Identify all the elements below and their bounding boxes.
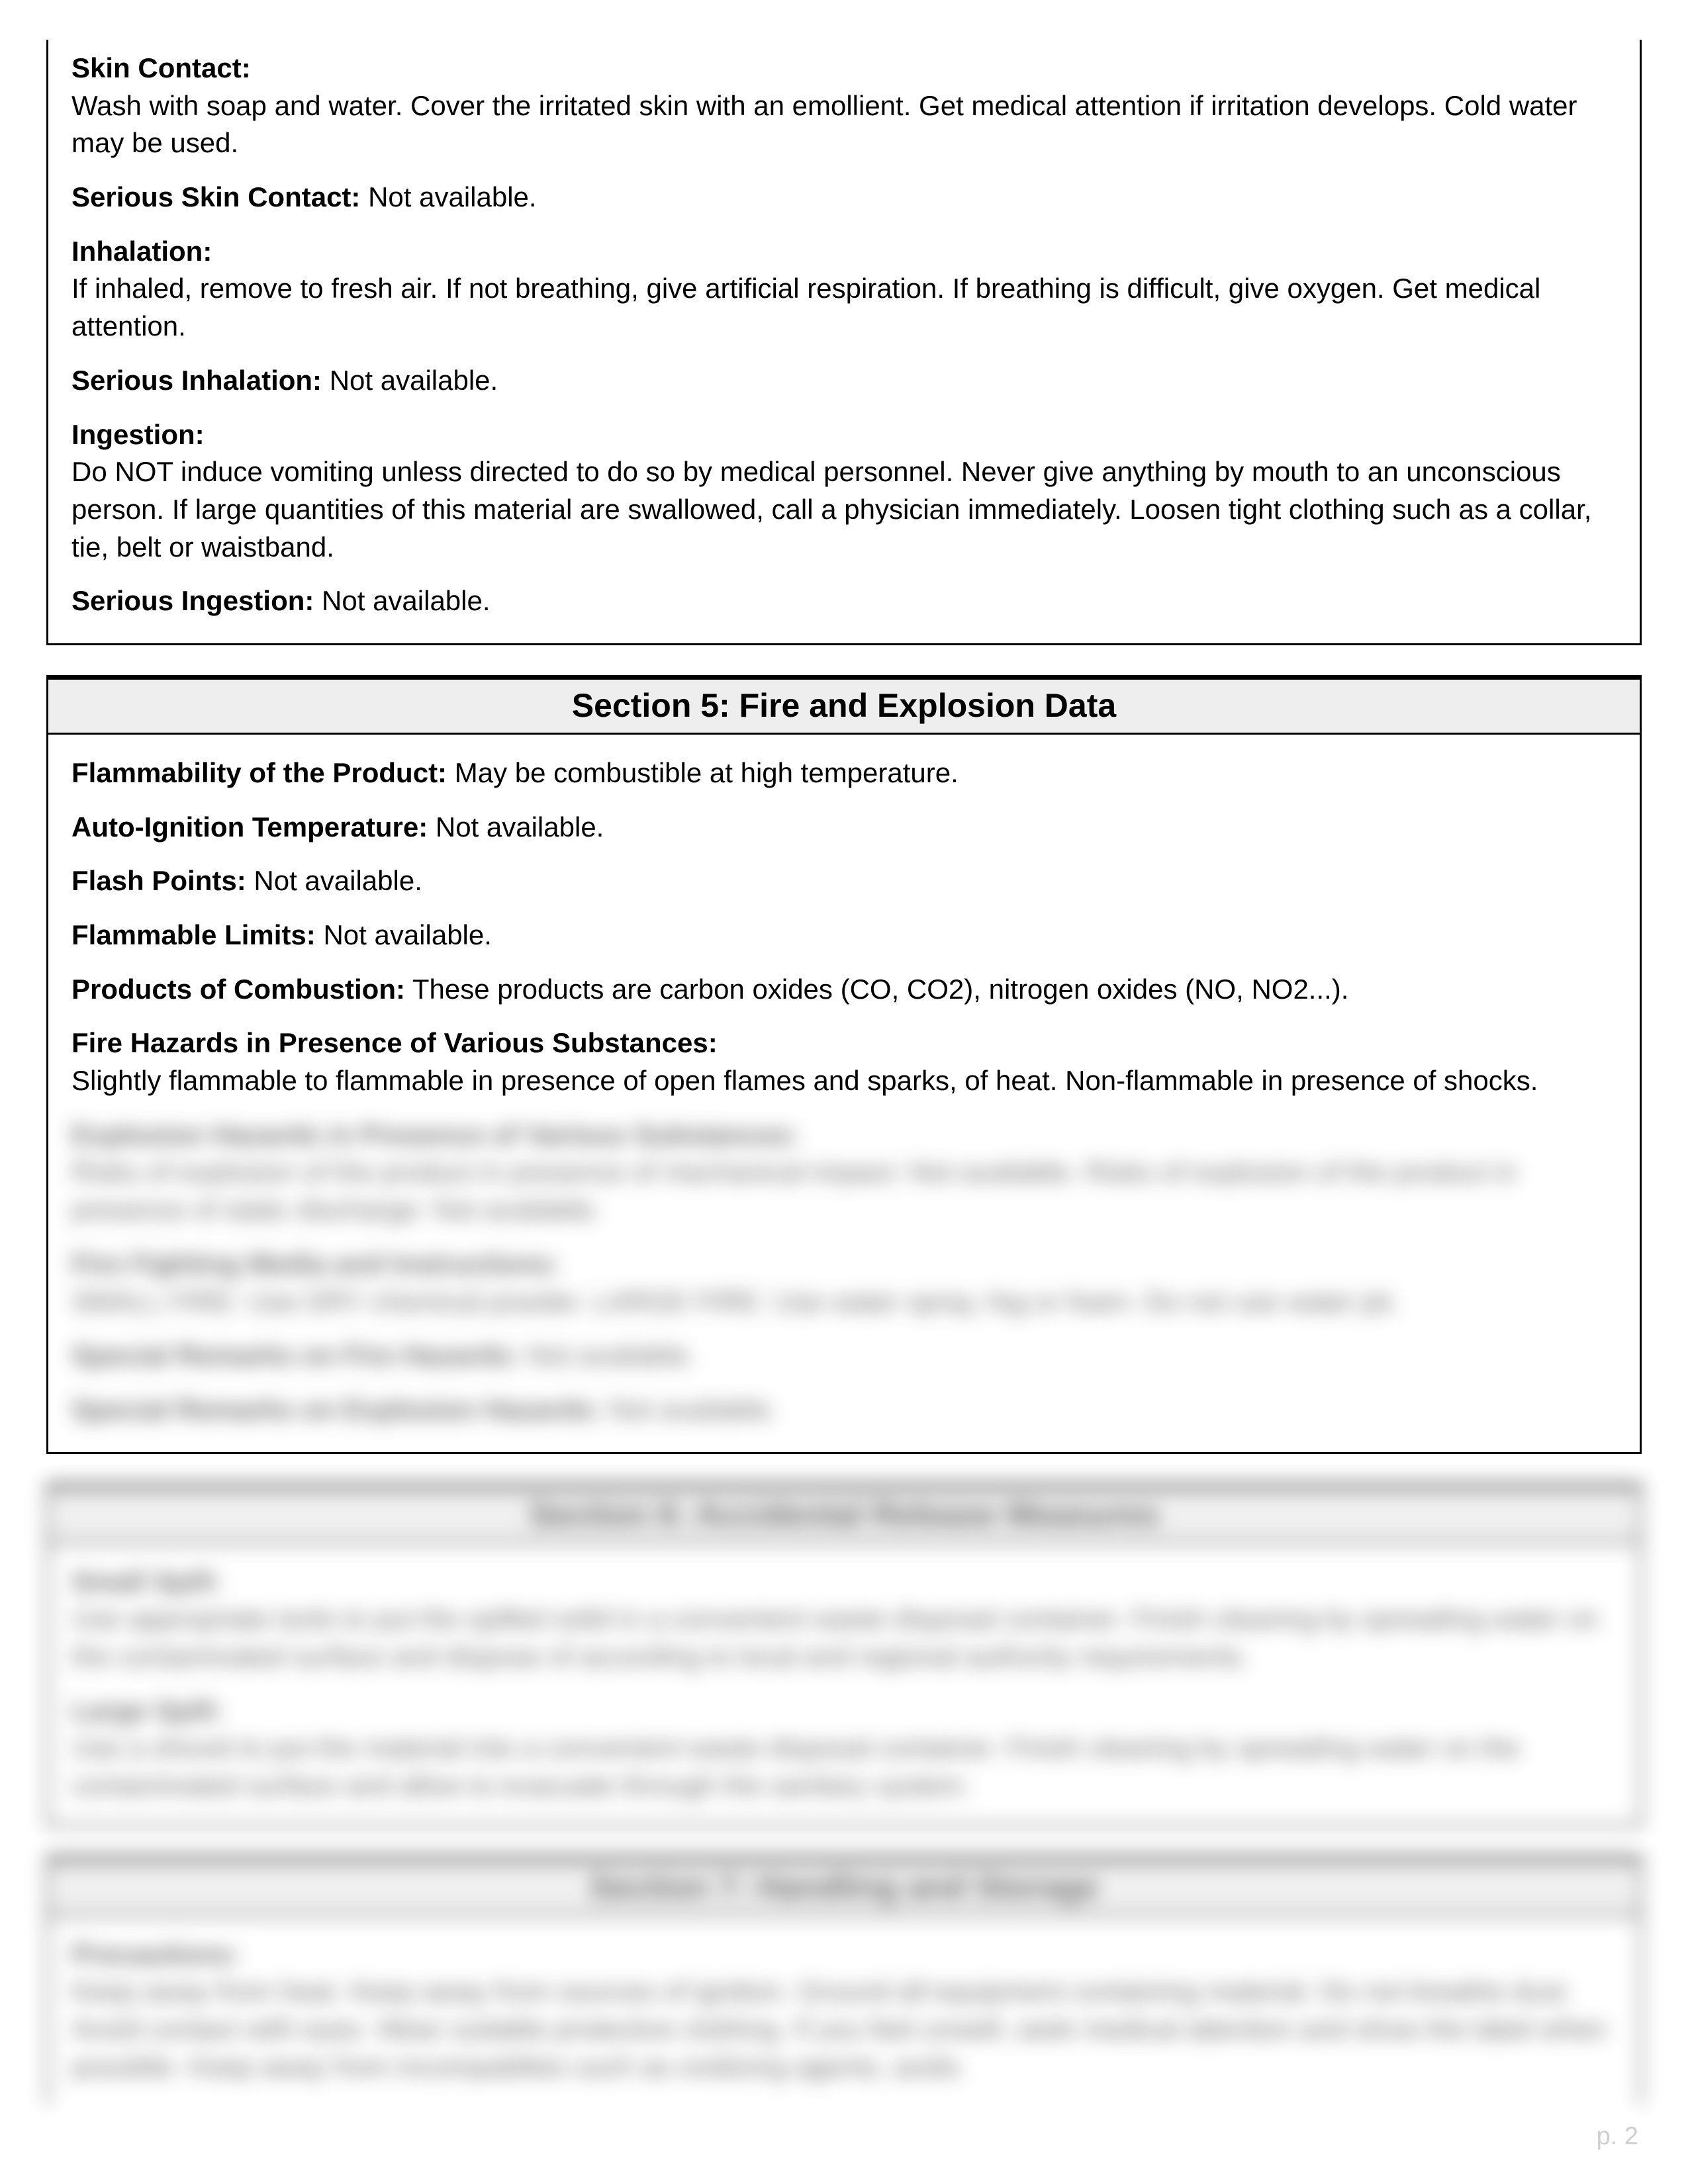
section4-continuation-box: Skin Contact: Wash with soap and water. … [46,40,1642,645]
flammability-row: Flammability of the Product: May be comb… [71,754,1617,792]
section6-box: Small Spill: Use appropriate tools to pu… [46,1541,1642,1827]
precautions-label: Precautions: [71,1938,240,1970]
remarks-explosion-label: Special Remarks on Explosion Hazards: [71,1394,602,1425]
serious-inhalation-label: Serious Inhalation: [71,365,322,396]
remarks-fire-text: Not available. [528,1340,696,1371]
inhalation-text: If inhaled, remove to fresh air. If not … [71,273,1540,341]
inhalation-label: Inhalation: [71,236,212,267]
serious-skin-label: Serious Skin Contact: [71,181,360,212]
fire-fighting-label: Fire Fighting Media and Instructions: [71,1248,559,1279]
remarks-explosion-text: Not available. [609,1394,777,1425]
fire-hazards-label: Fire Hazards in Presence of Various Subs… [71,1027,718,1058]
small-spill-text: Use appropriate tools to put the spilled… [71,1603,1599,1672]
section7-header: Section 7: Handling and Storage [46,1856,1642,1914]
skin-contact-label: Skin Contact: [71,52,251,83]
section6-wrapper: Section 6: Accidental Release Measures S… [46,1484,1642,1827]
large-spill-row: Large Spill: Use a shovel to put the mat… [71,1692,1617,1805]
combustion-label: Products of Combustion: [71,974,405,1005]
serious-inhalation-text: Not available. [330,365,498,396]
precautions-row: Precautions: Keep away from heat. Keep a… [71,1936,1617,2086]
auto-ignition-row: Auto-Ignition Temperature: Not available… [71,809,1617,846]
large-spill-label: Large Spill: [71,1695,223,1726]
section7-wrapper: Section 7: Handling and Storage Precauti… [46,1856,1642,2106]
small-spill-row: Small Spill: Use appropriate tools to pu… [71,1563,1617,1676]
explosion-hazards-label: Explosion Hazards in Presence of Various… [71,1119,799,1150]
explosion-hazards-row: Explosion Hazards in Presence of Various… [71,1116,1617,1229]
fire-fighting-row: Fire Fighting Media and Instructions: SM… [71,1246,1617,1320]
small-spill-label: Small Spill: [71,1566,221,1597]
skin-contact-text: Wash with soap and water. Cover the irri… [71,90,1577,159]
auto-ignition-label: Auto-Ignition Temperature: [71,811,428,842]
section5-box: Flammability of the Product: May be comb… [46,733,1642,1454]
serious-ingestion-text: Not available. [322,585,490,616]
remarks-fire-row: Special Remarks on Fire Hazards: Not ava… [71,1337,1617,1375]
serious-ingestion-label: Serious Ingestion: [71,585,314,616]
flammable-limits-text: Not available. [323,919,491,950]
combustion-text: These products are carbon oxides (CO, CO… [412,974,1349,1005]
page-number: p. 2 [1597,2122,1638,2151]
flammability-label: Flammability of the Product: [71,757,447,788]
serious-ingestion-block: Serious Ingestion: Not available. [71,582,1617,620]
flammable-limits-row: Flammable Limits: Not available. [71,917,1617,954]
flash-points-label: Flash Points: [71,865,246,896]
section5-header: Section 5: Fire and Explosion Data [46,675,1642,733]
ingestion-block: Ingestion: Do NOT induce vomiting unless… [71,416,1617,567]
ingestion-text: Do NOT induce vomiting unless directed t… [71,456,1591,562]
remarks-fire-label: Special Remarks on Fire Hazards: [71,1340,520,1371]
ingestion-label: Ingestion: [71,419,205,450]
flammability-text: May be combustible at high temperature. [455,757,959,788]
section7-box: Precautions: Keep away from heat. Keep a… [46,1914,1642,2106]
serious-inhalation-block: Serious Inhalation: Not available. [71,362,1617,400]
flash-points-text: Not available. [254,865,422,896]
section6-header: Section 6: Accidental Release Measures [46,1484,1642,1541]
flammable-limits-label: Flammable Limits: [71,919,316,950]
fire-hazards-row: Fire Hazards in Presence of Various Subs… [71,1024,1617,1099]
serious-skin-block: Serious Skin Contact: Not available. [71,179,1617,216]
skin-contact-block: Skin Contact: Wash with soap and water. … [71,50,1617,162]
combustion-row: Products of Combustion: These products a… [71,971,1617,1009]
explosion-hazards-text: Risks of explosion of the product in pre… [71,1156,1517,1225]
page: Skin Contact: Wash with soap and water. … [0,0,1688,2184]
inhalation-block: Inhalation: If inhaled, remove to fresh … [71,233,1617,345]
precautions-text: Keep away from heat. Keep away from sour… [71,1976,1607,2081]
auto-ignition-text: Not available. [436,811,604,842]
remarks-explosion-row: Special Remarks on Explosion Hazards: No… [71,1391,1617,1429]
large-spill-text: Use a shovel to put the material into a … [71,1732,1520,1801]
serious-skin-text: Not available. [368,181,536,212]
fire-hazards-text: Slightly flammable to flammable in prese… [71,1065,1538,1096]
flash-points-row: Flash Points: Not available. [71,862,1617,900]
section5-wrapper: Section 5: Fire and Explosion Data Flamm… [46,675,1642,1454]
fire-fighting-text: SMALL FIRE: Use DRY chemical powder. LAR… [71,1286,1399,1317]
blurred-region: Explosion Hazards in Presence of Various… [71,1116,1617,1429]
